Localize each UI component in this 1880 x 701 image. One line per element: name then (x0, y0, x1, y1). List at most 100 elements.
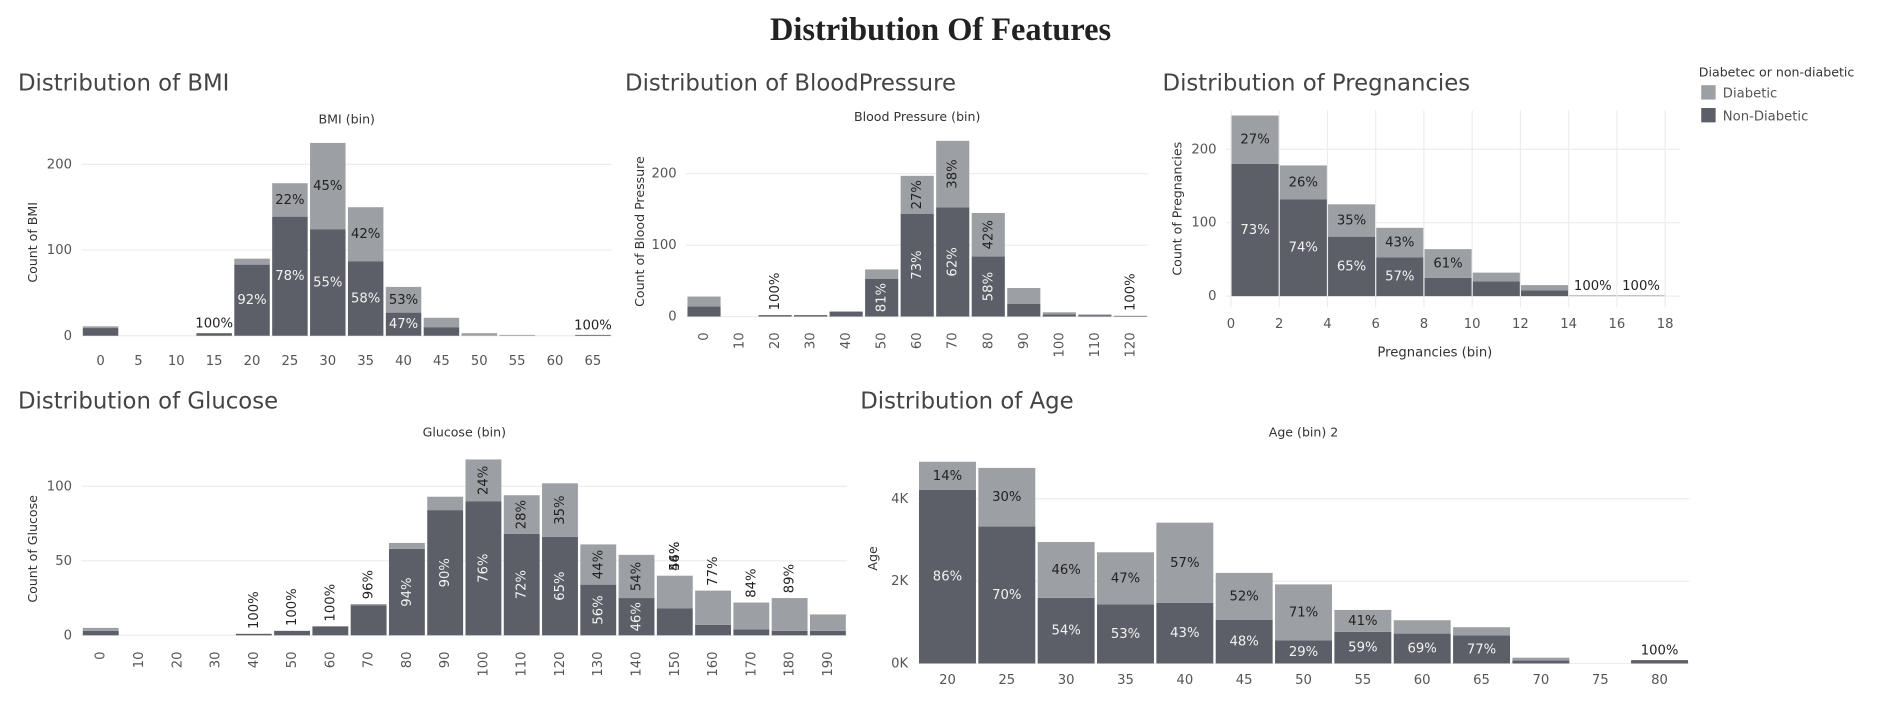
bar-segment (829, 311, 863, 317)
x-tick-label: 50 (875, 332, 890, 349)
x-tick-label: 40 (839, 332, 854, 349)
bar-segment (385, 312, 422, 336)
x-tick-label: 30 (1058, 673, 1075, 688)
bar-segment (900, 175, 934, 214)
x-tick-label: 120 (553, 651, 568, 676)
bar-segment (1512, 660, 1570, 664)
segment-label: 53% (1111, 627, 1140, 642)
x-tick-label: 20 (939, 673, 956, 688)
x-tick-label: 45 (1236, 673, 1253, 688)
x-tick-label: 190 (821, 651, 836, 676)
y-tick-label: 200 (1191, 142, 1216, 157)
y-tick-label: 100 (47, 243, 72, 258)
segment-label: 35% (553, 495, 568, 524)
bar-segment (919, 461, 976, 490)
bar-segment (1334, 631, 1392, 664)
bar-segment (388, 548, 425, 636)
bar-segment (1037, 542, 1095, 598)
x-tick-label: 0 (96, 354, 104, 369)
x-tick-label: 40 (1176, 673, 1193, 688)
bar-segment (1424, 277, 1472, 297)
segment-label: 53% (389, 293, 418, 308)
x-tick-label: 4 (1323, 317, 1331, 332)
bar-segment (809, 630, 846, 636)
segment-label: 73% (1240, 223, 1269, 238)
legend-title: Diabetec or non-diabetic (1699, 65, 1855, 80)
bar-segment (1231, 163, 1279, 297)
bar-segment (695, 590, 732, 625)
bar-segment (1275, 584, 1332, 641)
x-tick-label: 60 (1414, 673, 1431, 688)
y-axis-title: Count of BMI (25, 202, 40, 283)
bar-segment (82, 627, 119, 631)
axis-header: Glucose (bin) (423, 425, 506, 440)
x-tick-label: 20 (768, 332, 783, 349)
bar-segment (1334, 609, 1392, 632)
segment-label: 22% (275, 193, 304, 208)
segment-label: 42% (981, 220, 996, 249)
segment-label: 81% (875, 283, 890, 312)
y-tick-label: 100 (47, 479, 72, 494)
segment-label: 96% (362, 570, 377, 599)
bar-segment (234, 258, 270, 265)
segment-label: 47% (1111, 571, 1140, 586)
bar-segment (656, 575, 693, 609)
chart-title: Distribution of Pregnancies (1163, 70, 1471, 96)
chart-title: Distribution of BloodPressure (625, 70, 956, 96)
bar-segment (687, 296, 721, 307)
x-tick-label: 0 (1227, 317, 1235, 332)
segment-label: 46% (630, 602, 645, 631)
segment-label: 77% (706, 556, 721, 585)
bar-segment (82, 326, 119, 329)
segment-label: 57% (1385, 270, 1414, 285)
bar-segment (618, 598, 655, 636)
bar-segment (1512, 657, 1570, 661)
segment-label: 62% (946, 247, 961, 276)
bar-segment (423, 327, 460, 336)
bar-segment (82, 328, 119, 336)
segment-label: 69% (1408, 642, 1437, 657)
segment-label: 30% (992, 490, 1021, 505)
x-tick-label: 10 (1464, 317, 1481, 332)
bar-segment (310, 229, 346, 336)
segment-label: 65% (1337, 259, 1366, 274)
x-tick-label: 10 (132, 651, 147, 668)
bar-segment (423, 317, 460, 328)
segment-label: 100% (1123, 273, 1138, 311)
bar-segment (580, 544, 617, 585)
y-tick-label: 50 (55, 554, 72, 569)
bar-segment (310, 142, 346, 230)
y-tick-label: 0K (891, 656, 908, 671)
x-tick-label: 2 (1275, 317, 1283, 332)
segment-label: 57% (1170, 556, 1199, 571)
x-tick-label: 10 (733, 332, 748, 349)
segment-label: 46% (668, 542, 683, 571)
x-tick-label: 65 (585, 354, 602, 369)
bar-segment (1007, 287, 1041, 304)
bar-segment (82, 630, 119, 636)
bar-segment (1113, 315, 1147, 317)
x-tick-label: 70 (362, 651, 377, 668)
x-tick-label: 40 (395, 354, 412, 369)
segment-label: 55% (313, 276, 342, 291)
segment-label: 38% (946, 159, 961, 188)
x-tick-label: 100 (1052, 332, 1067, 357)
x-tick-label: 65 (1473, 673, 1490, 688)
segment-label: 73% (910, 250, 925, 279)
bar-segment (656, 608, 693, 636)
x-tick-label: 16 (1609, 317, 1626, 332)
segment-label: 100% (1641, 644, 1679, 659)
x-tick-label: 70 (1532, 673, 1549, 688)
bar-segment (1569, 295, 1617, 297)
x-tick-label: 160 (706, 651, 721, 676)
bar-segment (1376, 227, 1424, 258)
bar-segment (1215, 619, 1273, 664)
segment-label: 70% (992, 588, 1021, 603)
x-tick-label: 12 (1512, 317, 1529, 332)
chart-title: Distribution of Age (860, 388, 1073, 414)
bar-segment (1007, 303, 1041, 317)
bar-segment (235, 633, 272, 636)
bar-segment (274, 630, 311, 636)
bar-segment (1037, 597, 1095, 664)
segment-label: 54% (668, 542, 683, 571)
